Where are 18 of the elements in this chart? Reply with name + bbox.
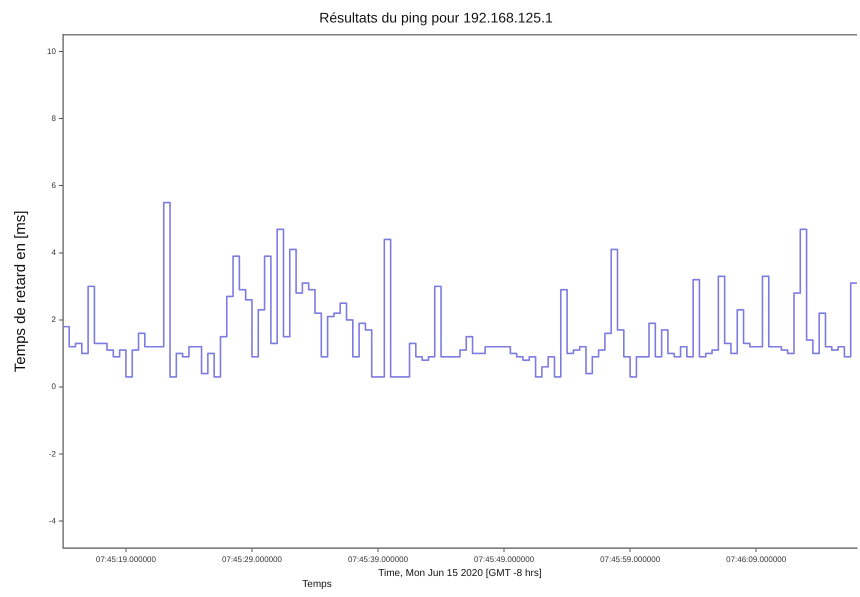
y-tick-label: -2 xyxy=(48,449,56,458)
text: Time, Mon Jun 15 2020 [GMT -8 hrs] xyxy=(378,568,542,579)
y-axis-title: Temps de retard en [ms] xyxy=(12,210,30,372)
y-tick-label: 6 xyxy=(51,180,56,190)
y-tick-label: -4 xyxy=(48,516,56,526)
x-tick-label: 07:45:49.000000 xyxy=(474,555,535,564)
y-tick-label: 2 xyxy=(51,315,56,324)
x-tick-label: 07:45:39.000000 xyxy=(348,555,409,564)
y-tick-label: 10 xyxy=(46,46,56,56)
x-tick-label: 07:46:09.000000 xyxy=(726,555,787,564)
y-tick-label: 8 xyxy=(51,114,56,123)
x-axis-title: Temps xyxy=(302,578,332,590)
x-tick-label: 07:45:29.000000 xyxy=(222,555,283,564)
y-tick-label: 4 xyxy=(51,248,56,258)
x-tick-label: 07:45:59.000000 xyxy=(600,555,661,564)
y-tick-label: 0 xyxy=(51,382,56,392)
chart-title: Résultats du ping pour 192.168.125.1 xyxy=(319,9,553,26)
x-tick-label: 07:45:19.000000 xyxy=(96,555,156,564)
